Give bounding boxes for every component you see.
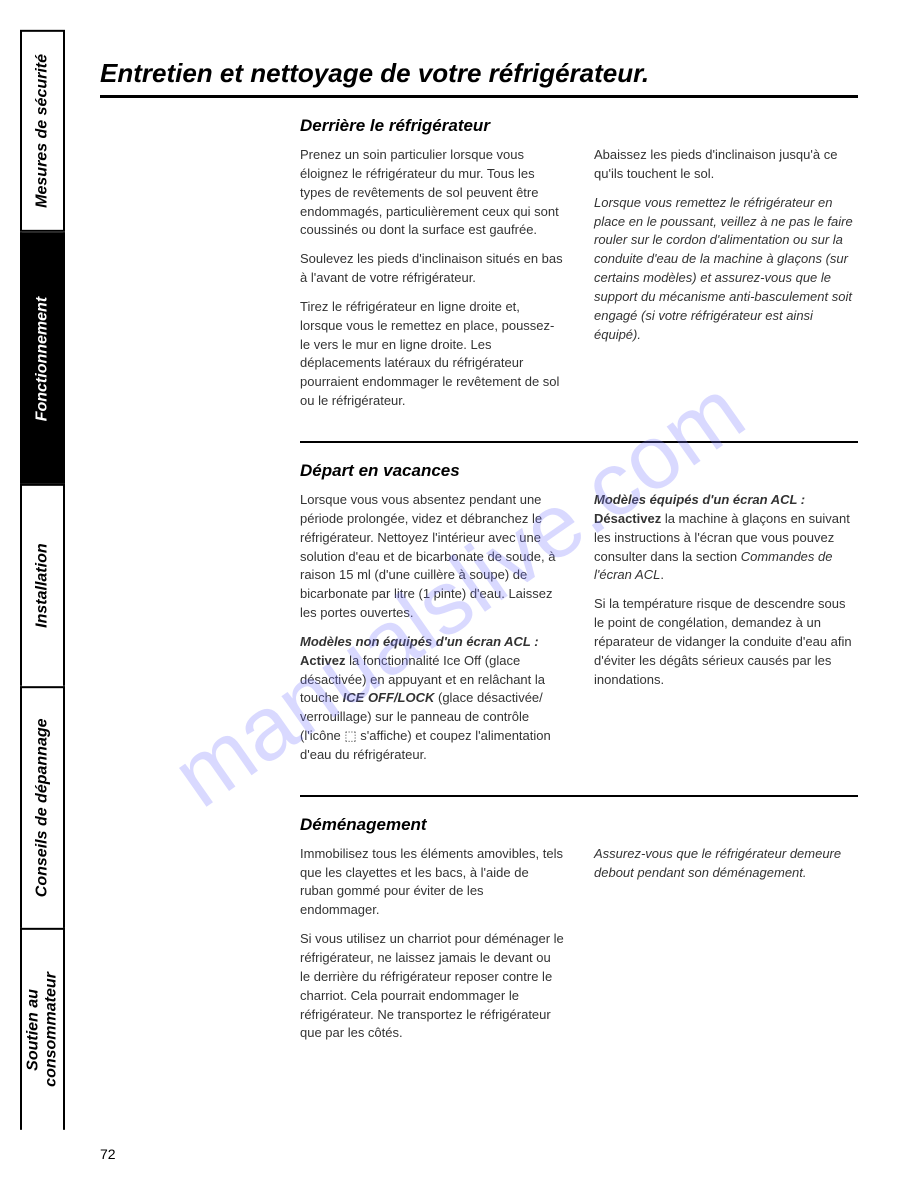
- sidebar-tab-4: Soutien au consommateur: [20, 928, 65, 1130]
- sections-container: Derrière le réfrigérateur Prenez un soin …: [100, 116, 858, 1073]
- column-left: Prenez un soin particulier lorsque vous …: [300, 146, 564, 421]
- paragraph: Immobilisez tous les éléments amovibles,…: [300, 845, 564, 920]
- section-1: Départ en vacances Lorsque vous vous abse…: [300, 461, 858, 797]
- paragraph: Modèles équipés d'un écran ACL : Désacti…: [594, 491, 858, 585]
- sidebar-tab-1: Fonctionnement: [20, 232, 65, 484]
- section-title: Déménagement: [300, 815, 858, 835]
- column-right: Modèles équipés d'un écran ACL : Désacti…: [594, 491, 858, 775]
- section-2: Déménagement Immobilisez tous les élément…: [300, 815, 858, 1073]
- page-number: 72: [100, 1146, 116, 1162]
- columns: Immobilisez tous les éléments amovibles,…: [300, 845, 858, 1053]
- paragraph: Soulevez les pieds d'inclinaison situés …: [300, 250, 564, 288]
- column-left: Lorsque vous vous absentez pendant une p…: [300, 491, 564, 775]
- paragraph: Prenez un soin particulier lorsque vous …: [300, 146, 564, 240]
- sidebar-tab-2: Installation: [20, 484, 65, 686]
- section-title: Départ en vacances: [300, 461, 858, 481]
- main-title: Entretien et nettoyage de votre réfrigér…: [100, 58, 858, 98]
- paragraph: Modèles non équipés d'un écran ACL : Act…: [300, 633, 564, 765]
- sidebar-tab-0: Mesures de sécurité: [20, 30, 65, 232]
- columns: Lorsque vous vous absentez pendant une p…: [300, 491, 858, 775]
- sidebar-tabs: Mesures de sécuritéFonctionnementInstall…: [20, 30, 65, 1160]
- paragraph: Tirez le réfrigérateur en ligne droite e…: [300, 298, 564, 411]
- sidebar-tab-3: Conseils de dépannage: [20, 686, 65, 928]
- paragraph: Assurez-vous que le réfrigérateur demeur…: [594, 845, 858, 883]
- column-right: Abaissez les pieds d'inclinaison jusqu'à…: [594, 146, 858, 421]
- paragraph: Si vous utilisez un charriot pour déména…: [300, 930, 564, 1043]
- paragraph: Si la température risque de descendre so…: [594, 595, 858, 689]
- page-container: manualslive.com Mesures de sécuritéFonct…: [0, 0, 918, 1188]
- paragraph: Lorsque vous remettez le réfrigérateur e…: [594, 194, 858, 345]
- section-title: Derrière le réfrigérateur: [300, 116, 858, 136]
- column-right: Assurez-vous que le réfrigérateur demeur…: [594, 845, 858, 1053]
- paragraph: Lorsque vous vous absentez pendant une p…: [300, 491, 564, 623]
- columns: Prenez un soin particulier lorsque vous …: [300, 146, 858, 421]
- paragraph: Abaissez les pieds d'inclinaison jusqu'à…: [594, 146, 858, 184]
- section-0: Derrière le réfrigérateur Prenez un soin …: [300, 116, 858, 443]
- content: Entretien et nettoyage de votre réfrigér…: [100, 30, 878, 1073]
- column-left: Immobilisez tous les éléments amovibles,…: [300, 845, 564, 1053]
